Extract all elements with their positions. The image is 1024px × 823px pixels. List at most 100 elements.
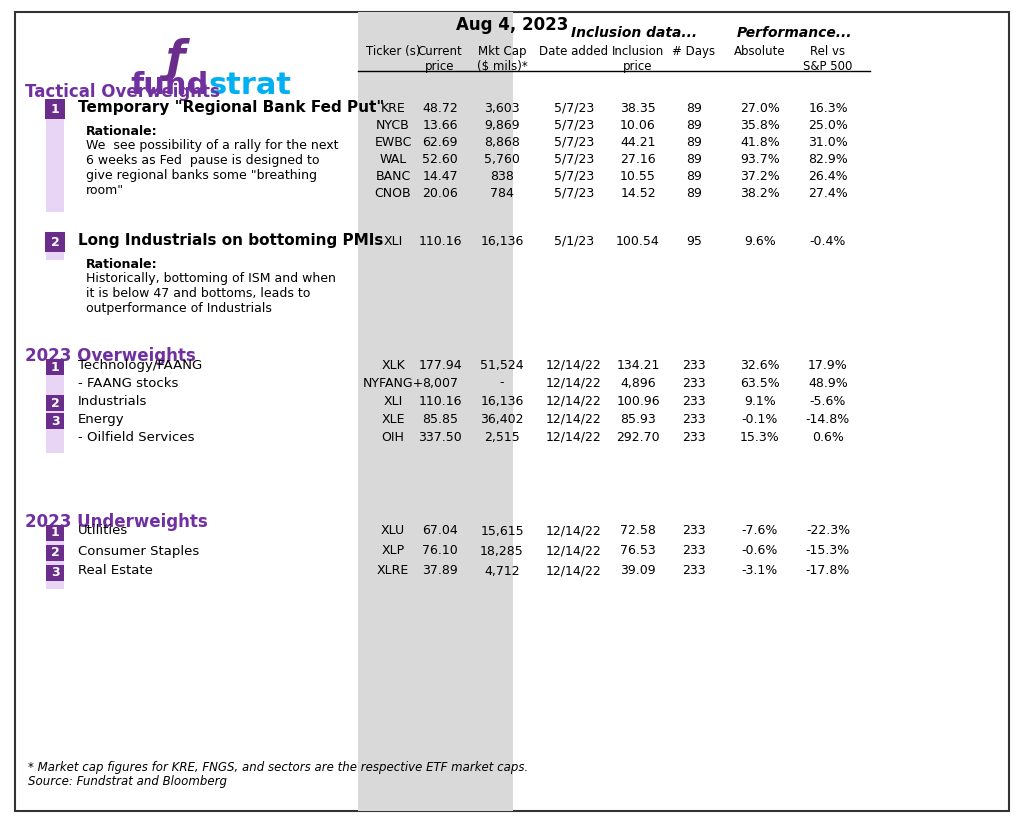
Text: XLE: XLE	[381, 412, 404, 425]
Text: strat: strat	[208, 71, 291, 100]
Text: 2: 2	[50, 235, 59, 249]
Text: 12/14/22: 12/14/22	[546, 430, 602, 444]
Text: 82.9%: 82.9%	[808, 152, 848, 165]
Text: XLI: XLI	[383, 235, 402, 248]
Text: 100.96: 100.96	[616, 394, 659, 407]
Text: 2: 2	[50, 546, 59, 560]
Text: -15.3%: -15.3%	[806, 545, 850, 557]
Text: 233: 233	[682, 565, 706, 578]
Text: 32.6%: 32.6%	[740, 359, 780, 371]
Text: 838: 838	[490, 170, 514, 183]
Text: -3.1%: -3.1%	[741, 565, 778, 578]
Text: 233: 233	[682, 412, 706, 425]
Text: Energy: Energy	[78, 412, 125, 425]
Text: 52.60: 52.60	[422, 152, 458, 165]
Text: 26.4%: 26.4%	[808, 170, 848, 183]
Text: 93.7%: 93.7%	[740, 152, 780, 165]
Text: Rel vs
S&P 500: Rel vs S&P 500	[803, 45, 853, 73]
Bar	[46, 525, 63, 541]
Text: 16,136: 16,136	[480, 394, 523, 407]
Text: 89: 89	[686, 119, 701, 132]
Text: XLI: XLI	[383, 394, 402, 407]
Text: 89: 89	[686, 152, 701, 165]
Text: 100.54: 100.54	[616, 235, 659, 248]
Text: -0.1%: -0.1%	[741, 412, 778, 425]
Text: Utilities: Utilities	[78, 524, 128, 537]
Bar	[358, 12, 513, 811]
Text: 76.10: 76.10	[422, 545, 458, 557]
Text: Date added: Date added	[540, 45, 608, 58]
Text: Mkt Cap
($ mils)*: Mkt Cap ($ mils)*	[476, 45, 527, 73]
Text: Aug 4, 2023: Aug 4, 2023	[456, 16, 568, 34]
Text: 16.3%: 16.3%	[808, 101, 848, 114]
Text: Temporary "Regional Bank Fed Put": Temporary "Regional Bank Fed Put"	[78, 100, 384, 115]
Text: 89: 89	[686, 101, 701, 114]
Text: - Oilfield Services: - Oilfield Services	[78, 430, 195, 444]
Text: Rationale:: Rationale:	[86, 125, 158, 138]
Bar	[46, 363, 63, 453]
Text: 14.47: 14.47	[422, 170, 458, 183]
Text: 36,402: 36,402	[480, 412, 523, 425]
Text: 5,760: 5,760	[484, 152, 520, 165]
Text: 233: 233	[682, 376, 706, 389]
Text: 16,136: 16,136	[480, 235, 523, 248]
Text: 5/7/23: 5/7/23	[554, 170, 594, 183]
Text: 8,007: 8,007	[422, 376, 458, 389]
Bar	[46, 413, 63, 429]
Text: 37.89: 37.89	[422, 565, 458, 578]
Text: 10.06: 10.06	[621, 119, 656, 132]
Text: 1: 1	[50, 103, 59, 115]
Text: 12/14/22: 12/14/22	[546, 376, 602, 389]
Text: XLU: XLU	[381, 524, 406, 537]
Text: Ticker (s): Ticker (s)	[366, 45, 420, 58]
Text: KRE: KRE	[381, 101, 406, 114]
Text: 337.50: 337.50	[418, 430, 462, 444]
Bar	[46, 239, 63, 260]
Text: 233: 233	[682, 359, 706, 371]
Text: -0.4%: -0.4%	[810, 235, 846, 248]
Text: Historically, bottoming of ISM and when
it is below 47 and bottoms, leads to
out: Historically, bottoming of ISM and when …	[86, 272, 336, 315]
Text: # Days: # Days	[673, 45, 716, 58]
Text: 110.16: 110.16	[418, 235, 462, 248]
Text: fund: fund	[130, 71, 208, 100]
Bar	[45, 99, 65, 119]
Text: 15,615: 15,615	[480, 524, 524, 537]
Bar	[46, 395, 63, 411]
Text: 5/7/23: 5/7/23	[554, 152, 594, 165]
Text: 89: 89	[686, 136, 701, 148]
Text: -17.8%: -17.8%	[806, 565, 850, 578]
Bar	[46, 529, 63, 589]
Text: 177.94: 177.94	[418, 359, 462, 371]
Text: EWBC: EWBC	[375, 136, 412, 148]
Text: Source: Fundstrat and Bloomberg: Source: Fundstrat and Bloomberg	[28, 775, 227, 788]
Text: OIH: OIH	[382, 430, 404, 444]
Text: 67.04: 67.04	[422, 524, 458, 537]
Text: 2: 2	[50, 397, 59, 410]
Text: 51,524: 51,524	[480, 359, 524, 371]
Bar	[45, 232, 65, 252]
Text: 12/14/22: 12/14/22	[546, 565, 602, 578]
Text: We  see possibility of a rally for the next
6 weeks as Fed  pause is designed to: We see possibility of a rally for the ne…	[86, 139, 339, 197]
Text: 12/14/22: 12/14/22	[546, 545, 602, 557]
Text: 25.0%: 25.0%	[808, 119, 848, 132]
Text: -: -	[500, 376, 504, 389]
Text: 5/7/23: 5/7/23	[554, 101, 594, 114]
Text: 35.8%: 35.8%	[740, 119, 780, 132]
Text: 233: 233	[682, 545, 706, 557]
Text: ƒ: ƒ	[165, 38, 184, 81]
Text: 31.0%: 31.0%	[808, 136, 848, 148]
Text: 5/7/23: 5/7/23	[554, 119, 594, 132]
Text: 233: 233	[682, 430, 706, 444]
Text: 38.35: 38.35	[621, 101, 656, 114]
Text: Absolute: Absolute	[734, 45, 785, 58]
Text: Consumer Staples: Consumer Staples	[78, 545, 200, 557]
Text: 1: 1	[50, 360, 59, 374]
Text: 292.70: 292.70	[616, 430, 659, 444]
Text: 85.85: 85.85	[422, 412, 458, 425]
Text: Performance...: Performance...	[736, 26, 852, 40]
Text: XLK: XLK	[381, 359, 404, 371]
Text: 3: 3	[50, 415, 59, 427]
Text: 1: 1	[50, 527, 59, 540]
Text: 3: 3	[50, 566, 59, 579]
Text: -5.6%: -5.6%	[810, 394, 846, 407]
